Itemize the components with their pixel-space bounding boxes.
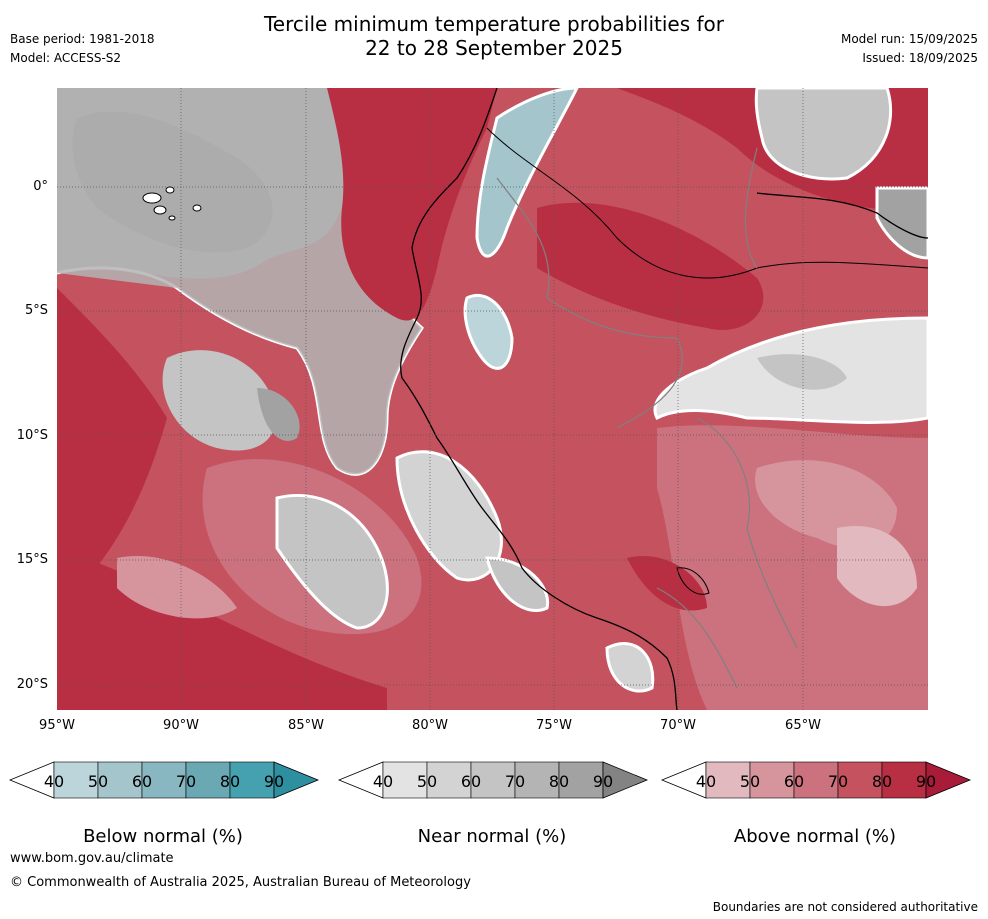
- near-normal-region-east: [875, 186, 928, 260]
- colorbar-above-tick: 50: [739, 772, 761, 791]
- chart-title: Tercile minimum temperature probabilitie…: [0, 12, 988, 60]
- above-normal-light-patch: [117, 556, 237, 619]
- colorbar-near-high-arrow: [602, 761, 649, 799]
- lat-label-20s: 20°S: [16, 677, 48, 692]
- lat-label-15s: 15°S: [16, 552, 48, 567]
- colorbar-above-high-arrow: [925, 761, 972, 799]
- colorbar-above-tick: 90: [915, 772, 937, 791]
- gridlines: [57, 88, 928, 710]
- colorbar-above-segment: [837, 761, 883, 799]
- amazon-river: [486, 127, 928, 279]
- base-period-text: Base period: 1981-2018: [10, 32, 155, 46]
- galapagos-islands: [142, 186, 202, 221]
- near-normal-patch-brazil: [757, 354, 847, 390]
- near-normal-region-central: [57, 88, 422, 475]
- colorbar-below-tick: 50: [87, 772, 109, 791]
- colorbar-above-segment: [793, 761, 839, 799]
- colorbar-below-normal: [8, 761, 320, 799]
- colorbar-near-tick: 90: [592, 772, 614, 791]
- lon-label-80w: 80°W: [412, 718, 448, 733]
- colorbar-title-below: Below normal (%): [83, 826, 243, 847]
- colorbar-below-tick: 80: [219, 772, 241, 791]
- title-line-1: Tercile minimum temperature probabilitie…: [263, 12, 725, 36]
- country-borders: [496, 147, 798, 689]
- model-run-text: Model run: 15/09/2025: [840, 32, 978, 46]
- colorbar-above-normal: [660, 761, 972, 799]
- coastline-caribbean: [756, 192, 928, 239]
- title-line-2: 22 to 28 September 2025: [365, 36, 623, 60]
- above-normal-region-titicaca: [627, 556, 707, 611]
- colorbar-below-high-arrow: [273, 761, 320, 799]
- colorbar-above-segment: [705, 761, 751, 799]
- meta-right: Model run: 15/09/2025 Issued: 18/09/2025: [841, 30, 978, 68]
- colorbar-near-normal: [337, 761, 649, 799]
- colorbar-below-segment: [185, 761, 231, 799]
- lon-label-65w: 65°W: [785, 718, 821, 733]
- lon-label-90w: 90°W: [163, 718, 199, 733]
- above-normal-region-west: [57, 288, 167, 608]
- below-normal-region-andes: [475, 88, 579, 258]
- colorbar-near-tick: 80: [548, 772, 570, 791]
- colorbar-below-tick: 90: [263, 772, 285, 791]
- colorbar-near-tick: 70: [504, 772, 526, 791]
- colorbar-below-tick: 40: [43, 772, 65, 791]
- colorbar-title-near: Near normal (%): [417, 826, 567, 847]
- colorbar-near-tick: 50: [416, 772, 438, 791]
- lon-label-75w: 75°W: [536, 718, 572, 733]
- colorbar-near-segment: [470, 761, 516, 799]
- above-normal-region-colombia-coast: [327, 88, 497, 321]
- colorbar-near-segment: [514, 761, 560, 799]
- near-normal-region-chile: [605, 642, 655, 693]
- colorbars: [8, 761, 972, 799]
- meta-left: Base period: 1981-2018 Model: ACCESS-S2: [10, 30, 155, 68]
- footer-disclaimer: Boundaries are not considered authoritat…: [712, 900, 978, 914]
- colorbar-below-tick: 70: [175, 772, 197, 791]
- colorbar-above-tick: 60: [783, 772, 805, 791]
- lat-label-10s: 10°S: [16, 428, 48, 443]
- lat-label-5s: 5°S: [24, 303, 48, 318]
- colorbar-near-tick: 60: [460, 772, 482, 791]
- issued-text: Issued: 18/09/2025: [862, 51, 978, 65]
- near-normal-region-peru: [485, 556, 550, 612]
- colorbar-near-segment: [558, 761, 604, 799]
- above-normal-region-amazon: [537, 202, 764, 330]
- above-normal-light-bolivia: [755, 460, 897, 548]
- colorbar-near-segment: [382, 761, 428, 799]
- colorbar-title-above: Above normal (%): [733, 826, 897, 847]
- lon-label-95w: 95°W: [39, 718, 75, 733]
- near-normal-dark-patch: [257, 388, 300, 441]
- probability-map: [57, 88, 928, 710]
- near-normal-region-offshore: [275, 493, 389, 630]
- near-normal-region-ne: [754, 88, 893, 181]
- colorbar-below-tick: 60: [131, 772, 153, 791]
- colorbar-above-segment: [881, 761, 927, 799]
- model-text: Model: ACCESS-S2: [10, 51, 122, 65]
- lon-label-70w: 70°W: [660, 718, 696, 733]
- colorbar-below-segment: [53, 761, 99, 799]
- colorbar-above-tick: 70: [827, 772, 849, 791]
- lat-label-0: 0°: [33, 179, 48, 194]
- colorbar-above-tick: 40: [695, 772, 717, 791]
- colorbar-above-segment: [749, 761, 795, 799]
- coastline: [400, 88, 678, 710]
- colorbar-near-segment: [426, 761, 472, 799]
- above-normal-lightest-bolivia: [837, 526, 917, 607]
- colorbar-near-tick: 40: [372, 772, 394, 791]
- near-normal-region-lobe: [162, 350, 276, 451]
- lon-label-85w: 85°W: [288, 718, 324, 733]
- lake-titicaca: [676, 567, 710, 595]
- footer-copyright: © Commonwealth of Australia 2025, Austra…: [10, 875, 471, 890]
- below-normal-region-ecuador: [463, 293, 514, 370]
- footer-website: www.bom.gov.au/climate: [10, 851, 174, 866]
- colorbar-above-tick: 80: [871, 772, 893, 791]
